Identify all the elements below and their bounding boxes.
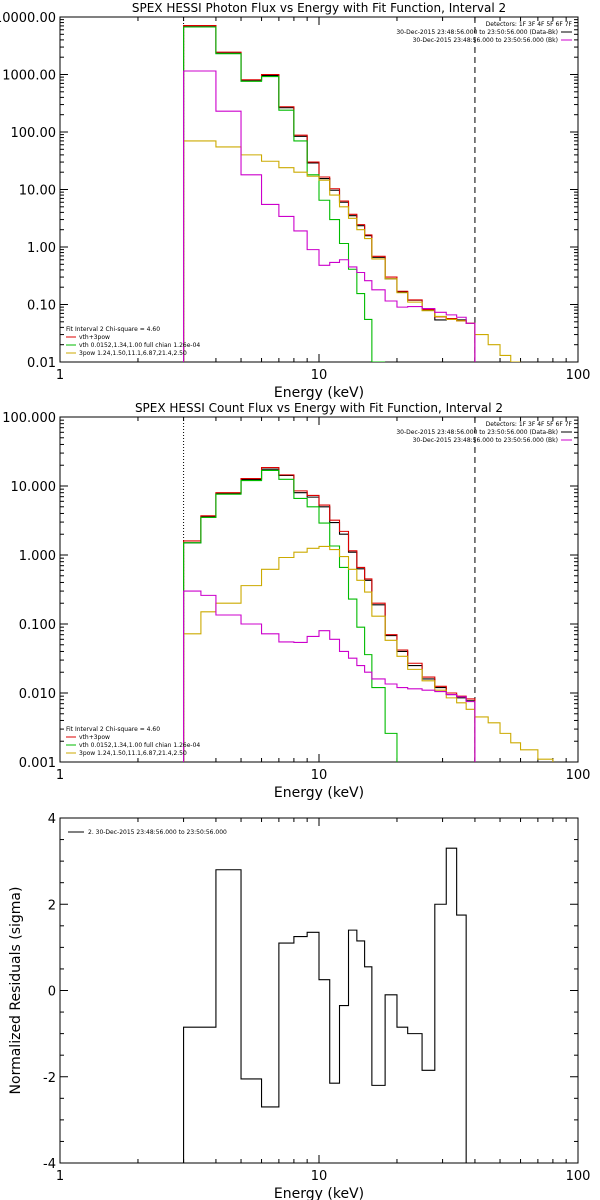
series-line-residuals [183, 847, 475, 1163]
plot-frame [59, 416, 579, 763]
y-tick-label: 10.000 [11, 480, 57, 495]
series-line-3pow [183, 140, 521, 362]
x-axis-label: Energy (keV) [274, 1186, 364, 1200]
y-tick-label: 0 [48, 985, 56, 1000]
y-tick-label: 0.001 [19, 756, 56, 771]
series-line-data-bk [183, 468, 476, 762]
y-tick-label: 10.00 [19, 184, 56, 199]
y-tick-label: -2 [43, 1071, 56, 1086]
y-tick-label: 100.00 [11, 126, 57, 141]
y-tick-label: 4 [48, 812, 56, 827]
count-flux-panel: SPEX HESSI Count Flux vs Energy with Fit… [2, 401, 590, 801]
series-line-vth-3pow [183, 467, 476, 762]
y-tick-label: 100.000 [2, 411, 56, 426]
chart-title: SPEX HESSI Count Flux vs Energy with Fit… [135, 401, 503, 415]
x-tick-label: 10 [311, 768, 328, 783]
legend-entry-data: 30-Dec-2015 23:48:56.000 to 23:50:56.000… [396, 29, 558, 36]
y-axis-label: Normalized Residuals (sigma) [8, 887, 24, 1095]
legend-entry-vth: vth 0.0152,1.34,1.00 full chian 1.26e-04 [79, 742, 200, 749]
series-line-bk [183, 70, 476, 362]
x-tick-label: 1 [56, 368, 64, 383]
y-tick-label: 0.100 [19, 618, 56, 633]
legend-entry-residuals: 2. 30-Dec-2015 23:48:56.000 to 23:50:56.… [88, 829, 227, 836]
series-line-3pow [183, 545, 554, 762]
photon-flux-panel: SPEX HESSI Photon Flux vs Energy with Fi… [0, 1, 590, 401]
y-tick-label: -4 [43, 1157, 56, 1172]
x-tick-label: 100 [566, 1169, 591, 1184]
plot-frame [59, 817, 579, 1164]
legend-entry-bk: 30-Dec-2015 23:48:56.000 to 23:50:56.000… [413, 437, 558, 444]
legend-entry-vth: vth 0.0152,1.34,1.00 full chian 1.26e-04 [79, 342, 200, 349]
y-tick-label: 1000.00 [2, 69, 56, 84]
legend-detectors: Detectors: 1F 3F 4F 5F 6F 7F [486, 21, 573, 28]
legend-fit-interval: Fit Interval 2 Chi-square = 4.60 [66, 326, 160, 333]
x-axis-label: Energy (keV) [274, 385, 364, 401]
y-tick-label: 0.010 [19, 687, 56, 702]
legend-entry-data: 30-Dec-2015 23:48:56.000 to 23:50:56.000… [396, 429, 558, 436]
y-tick-label: 0.01 [27, 356, 56, 371]
series-line-bk [183, 590, 476, 762]
x-axis-label: Energy (keV) [274, 785, 364, 801]
x-tick-label: 10 [311, 1169, 328, 1184]
y-tick-label: 1.000 [19, 549, 56, 564]
legend-entry-total: vth+3pow [79, 334, 110, 341]
legend-detectors: Detectors: 1F 3F 4F 5F 6F 7F [486, 421, 573, 428]
series-line-vth [183, 26, 386, 362]
residuals-panel: 1 10 100 Energy (keV) 4 2 0 -2 -4 Normalized Resi… [8, 812, 590, 1200]
x-tick-label: 1 [56, 1169, 64, 1184]
x-tick-label: 100 [566, 768, 591, 783]
y-tick-label: 0.10 [27, 299, 56, 314]
y-tick-label: 2 [48, 898, 56, 913]
legend-entry-3pow: 3pow 1.24,1.50,11.1,6.87,21.4,2.50 [79, 750, 187, 757]
legend-entry-bk: 30-Dec-2015 23:48:56.000 to 23:50:56.000… [413, 37, 558, 44]
legend-entry-3pow: 3pow 1.24,1.50,11.1,6.87,21.4,2.50 [79, 350, 187, 357]
legend-fit-interval: Fit Interval 2 Chi-square = 4.60 [66, 726, 160, 733]
series-line-vth [183, 469, 398, 762]
x-tick-label: 100 [566, 368, 591, 383]
y-tick-label: 10000.00 [0, 11, 56, 26]
x-tick-label: 1 [56, 768, 64, 783]
x-tick-label: 10 [311, 368, 328, 383]
y-tick-label: 1.00 [27, 241, 56, 256]
legend-entry-total: vth+3pow [79, 734, 110, 741]
chart-title: SPEX HESSI Photon Flux vs Energy with Fi… [132, 1, 506, 15]
